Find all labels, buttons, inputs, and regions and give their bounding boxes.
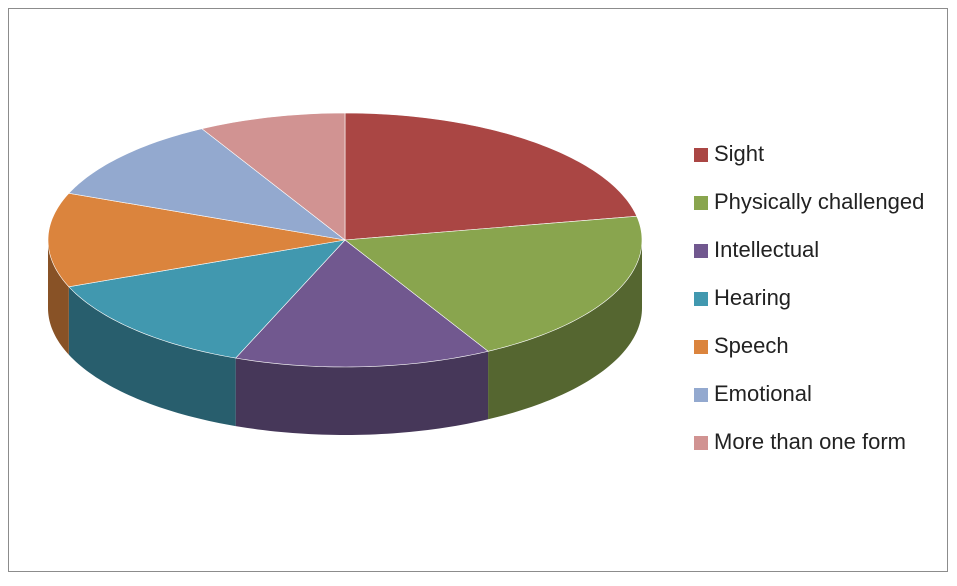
legend-label: Speech <box>714 333 789 358</box>
pie-slice <box>68 128 346 241</box>
legend-swatch <box>694 340 708 354</box>
pie-slice <box>344 112 638 241</box>
pie-slice <box>68 239 346 359</box>
pie-slice <box>47 192 346 288</box>
pie-tops <box>47 112 643 368</box>
slice-side <box>68 286 236 427</box>
legend-label: Sight <box>714 141 764 166</box>
slice-side <box>48 240 69 355</box>
legend: Sight Physically challenged Intellectual He… <box>694 141 924 454</box>
legend-swatch <box>694 388 708 402</box>
slice-side <box>235 351 489 435</box>
legend-swatch <box>694 148 708 162</box>
legend-label: Intellectual <box>714 237 819 262</box>
pie-slice <box>201 112 346 241</box>
slice-side <box>488 240 642 420</box>
pie-slice <box>344 215 643 352</box>
pie-slice <box>235 239 489 368</box>
pie-sides <box>48 240 642 435</box>
legend-label: Physically challenged <box>714 189 924 214</box>
legend-label: More than one form <box>714 429 906 454</box>
legend-swatch <box>694 292 708 306</box>
legend-swatch <box>694 436 708 450</box>
legend-label: Hearing <box>714 285 791 310</box>
legend-swatch <box>694 196 708 210</box>
legend-label: Emotional <box>714 381 812 406</box>
legend-swatch <box>694 244 708 258</box>
